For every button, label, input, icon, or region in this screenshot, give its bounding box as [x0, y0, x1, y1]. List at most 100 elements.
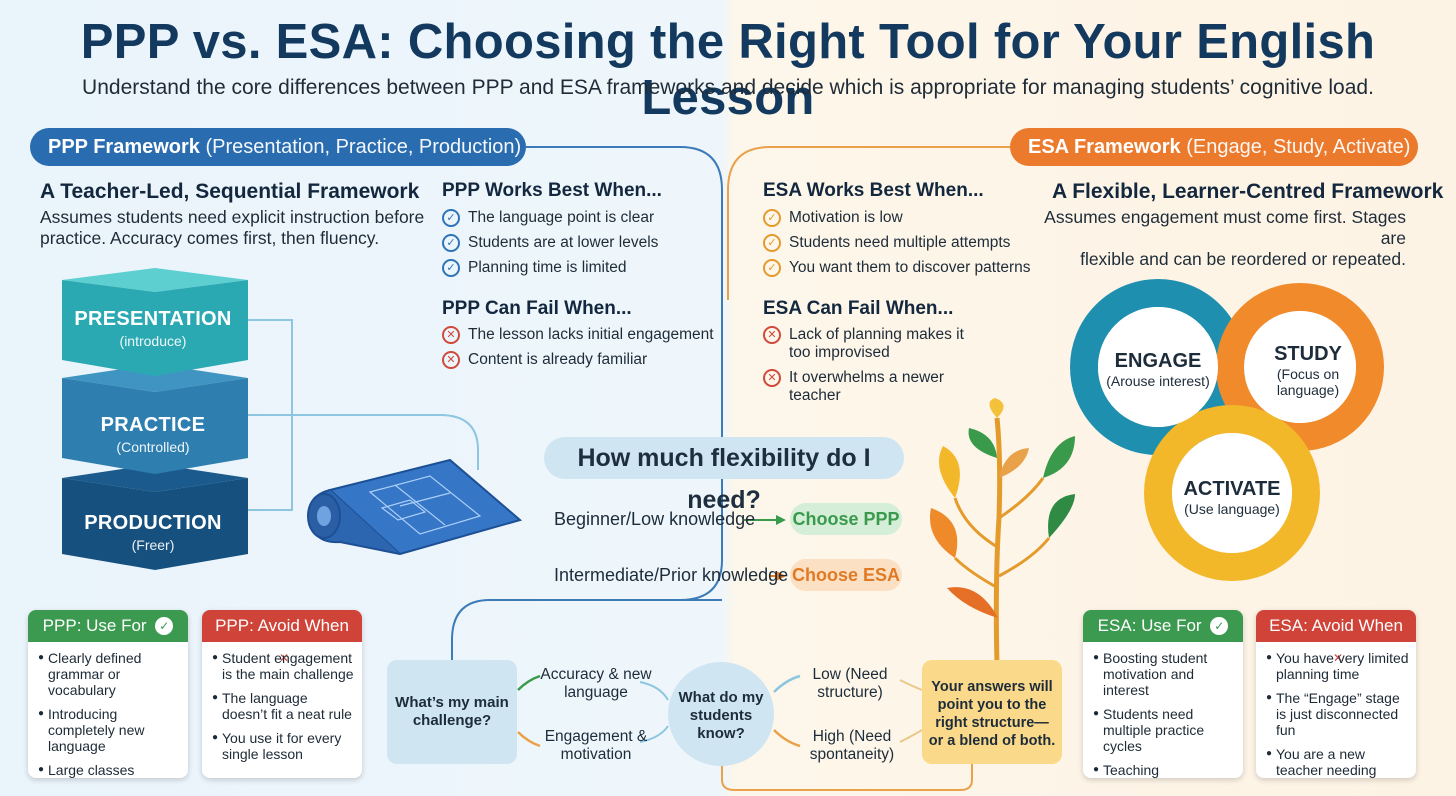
esa-header-bold: ESA Framework: [1028, 136, 1181, 158]
ppp-fail-text: Content is already familiar: [468, 351, 648, 368]
stack-production: PRODUCTION (Freer): [58, 512, 248, 553]
esa-desc-line: Assumes engagement must come first. Stag…: [1044, 207, 1406, 248]
cycle-activate: ACTIVATE (Use language): [1172, 478, 1292, 517]
cycle-activate-sub: (Use language): [1184, 501, 1280, 517]
stack-practice-name: PRACTICE: [100, 414, 206, 436]
list-item: ✓ Students need multiple attempts: [763, 234, 1031, 252]
esa-fail-list: ✕ Lack of planning makes it too improvise…: [763, 326, 983, 412]
esa-header-light: (Engage, Study, Activate): [1186, 136, 1411, 158]
bullet-icon: ●: [1093, 652, 1100, 663]
esa-use-text: Teaching intermediate or higher levels: [1103, 762, 1160, 778]
challenge-box: [387, 660, 517, 764]
x-circle-icon: ✕: [763, 369, 781, 387]
choose-esa-badge: Choose ESA: [790, 559, 902, 591]
stack-production-sub: (Freer): [131, 537, 175, 553]
esa-fail-title: ESA Can Fail When...: [763, 298, 954, 319]
bullet-icon: ●: [1266, 748, 1273, 759]
ppp-desc-line: Assumes students need explicit instructi…: [40, 207, 425, 227]
page-subtitle: Understand the core differences between …: [82, 76, 1374, 99]
esa-best-title: ESA Works Best When...: [763, 180, 984, 201]
list-item: ✓ You want them to discover patterns: [763, 259, 1031, 277]
ppp-stack: [62, 268, 248, 570]
list-item: ✓ The language point is clear: [442, 209, 658, 227]
x-circle-icon: ✕: [442, 351, 460, 369]
list-item: ● You have very limited planning time: [1266, 650, 1410, 682]
list-item: ● The “Engage” stage is just disconnected…: [1266, 690, 1410, 738]
stack-presentation-name: PRESENTATION: [74, 308, 232, 330]
list-item: ✕ The lesson lacks initial engagement: [442, 326, 714, 344]
esa-avoid-header: ESA: Avoid When ✕: [1256, 610, 1416, 667]
esa-use-text: Boosting student motivation and interest: [1103, 650, 1208, 698]
bullet-icon: ●: [1093, 764, 1100, 775]
bullet-icon: ●: [38, 652, 45, 663]
esa-description: Assumes engagement must come first. Stag…: [1020, 207, 1406, 270]
esa-avoid-list: ● You have very limited planning time ● Th…: [1256, 642, 1416, 778]
plant-icon: [930, 398, 1075, 667]
ppp-description: Assumes students need explicit instructi…: [40, 207, 424, 249]
list-item: ● Students need multiple practice cycles: [1093, 706, 1237, 754]
esa-fail-text: It overwhelms a newer teacher: [789, 369, 945, 404]
esa-use-title: ESA: Use For: [1097, 616, 1202, 635]
page-title: PPP vs. ESA: Choosing the Right Tool for…: [80, 15, 1376, 125]
x-circle-icon: ✕: [442, 326, 460, 344]
list-item: ●Large classes needing controlled practi…: [38, 762, 182, 778]
esa-use-header: ESA: Use For ✓: [1083, 610, 1243, 642]
stack-production-name: PRODUCTION: [84, 512, 222, 534]
stack-presentation-sub: (introduce): [119, 333, 187, 349]
esa-use-text: Students need multiple practice cycles: [1103, 706, 1205, 754]
list-item: ● The language doesn’t fit a neat rule: [212, 690, 356, 722]
x-circle-icon: ✕: [763, 326, 781, 344]
ppp-fail-title: PPP Can Fail When...: [442, 298, 632, 319]
high-spontaneity-option: High (Need spontaneity): [809, 728, 895, 763]
list-item: ✓ Planning time is limited: [442, 259, 658, 277]
ppp-best-title: PPP Works Best When...: [442, 180, 662, 201]
ppp-use-text: Large classes needing controlled practic…: [48, 762, 135, 778]
flexibility-question: How much flexibility do I need?: [544, 437, 904, 514]
check-circle-icon: ✓: [155, 617, 174, 635]
cycle-study: STUDY (Focus on language): [1260, 343, 1356, 398]
esa-desc-line: flexible and can be reordered or repeate…: [1080, 249, 1406, 269]
result-text: Your answers will point you to the right…: [928, 679, 1056, 749]
accuracy-option: Accuracy & new language: [540, 666, 652, 701]
ppp-best-text: Students are at lower levels: [468, 234, 659, 251]
ppp-use-list: ● Clearly defined grammar or vocabulary ●…: [28, 642, 188, 778]
esa-best-text: You want them to discover patterns: [789, 259, 1031, 276]
list-item: ● Student engagement is the main challeng…: [212, 650, 356, 682]
esa-use-list: ● Boosting student motivation and interes…: [1083, 642, 1243, 778]
ppp-best-text: Planning time is limited: [468, 259, 627, 276]
challenge-question: What’s my main challenge?: [395, 694, 509, 729]
esa-best-list: ✓ Motivation is low ✓ Students need multip…: [763, 209, 1031, 284]
bullet-icon: ●: [1266, 652, 1273, 663]
ppp-avoid-list: ● Student engagement is the main challeng…: [202, 642, 362, 762]
list-item: ✓ Motivation is low: [763, 209, 1031, 227]
check-circle-icon: ✓: [442, 259, 460, 277]
check-circle-icon: ✓: [763, 209, 781, 227]
choose-ppp-badge: Choose PPP: [790, 503, 902, 535]
bullet-icon: ●: [38, 708, 45, 719]
esa-avoid-card: ESA: Avoid When ✕ ● You have very limited…: [1256, 610, 1416, 778]
list-item: ● Introducing completely new language: [38, 706, 182, 754]
cycle-activate-name: ACTIVATE: [1183, 478, 1281, 500]
ppp-fail-text: The lesson lacks initial engagement: [468, 326, 714, 343]
stack-practice-sub: (Controlled): [116, 439, 190, 455]
cycle-engage-name: ENGAGE: [1114, 350, 1202, 372]
bullet-icon: ●: [212, 652, 219, 663]
x-circle-icon: ✕: [1329, 649, 1347, 667]
ppp-avoid-text: You use it for every single lesson: [222, 730, 342, 762]
ppp-best-list: ✓ The language point is clear ✓ Students a…: [442, 209, 658, 284]
cycle-study-sub: (Focus on language): [1276, 366, 1340, 398]
list-item: ● You use it for every single lesson: [212, 730, 356, 762]
list-item: ✓ Students are at lower levels: [442, 234, 658, 252]
cycle-engage-sub: (Arouse interest): [1106, 373, 1210, 389]
check-circle-icon: ✓: [442, 209, 460, 227]
check-circle-icon: ✓: [763, 234, 781, 252]
engagement-option: Engagement & motivation: [544, 728, 648, 763]
bullet-icon: ●: [1093, 708, 1100, 719]
list-item: ✕ Lack of planning makes it too improvise…: [763, 326, 983, 362]
list-item: ● Boosting student motivation and interes…: [1093, 650, 1237, 698]
ppp-framework-header: PPP Framework (Presentation, Practice, P…: [30, 128, 526, 166]
esa-avoid-text: You have very limited planning time: [1276, 650, 1409, 682]
list-item: ●Teaching intermediate or higher levels: [1093, 762, 1237, 778]
ppp-heading: A Teacher-Led, Sequential Framework: [40, 180, 420, 203]
